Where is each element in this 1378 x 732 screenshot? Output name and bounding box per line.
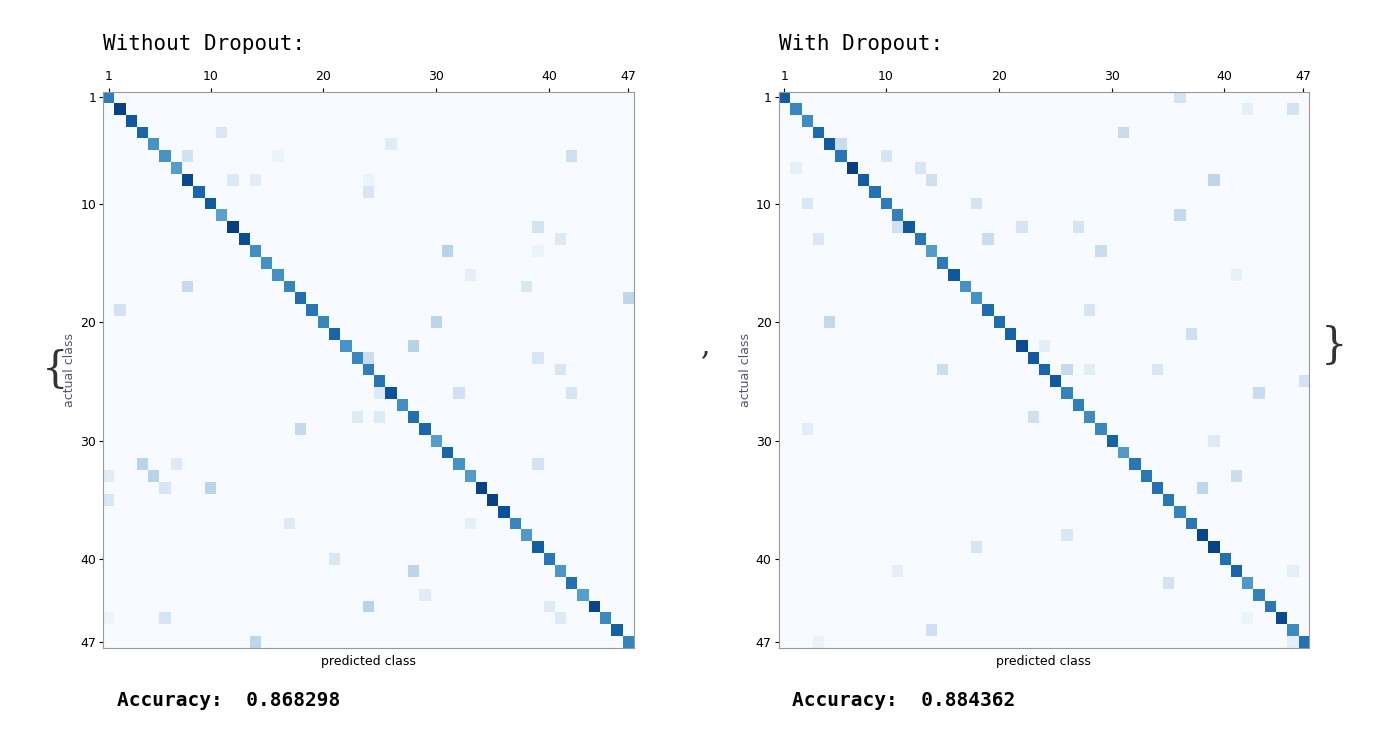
Text: }: } — [1320, 325, 1348, 367]
Y-axis label: actual class: actual class — [63, 332, 76, 407]
Y-axis label: actual class: actual class — [739, 332, 751, 407]
Text: ,: , — [701, 330, 711, 362]
X-axis label: predicted class: predicted class — [321, 654, 416, 668]
Text: Accuracy:  0.868298: Accuracy: 0.868298 — [117, 691, 340, 710]
Text: {: { — [41, 348, 69, 391]
Text: Accuracy:  0.884362: Accuracy: 0.884362 — [792, 691, 1016, 710]
X-axis label: predicted class: predicted class — [996, 654, 1091, 668]
Text: Without Dropout:: Without Dropout: — [103, 34, 306, 54]
Text: With Dropout:: With Dropout: — [779, 34, 943, 54]
